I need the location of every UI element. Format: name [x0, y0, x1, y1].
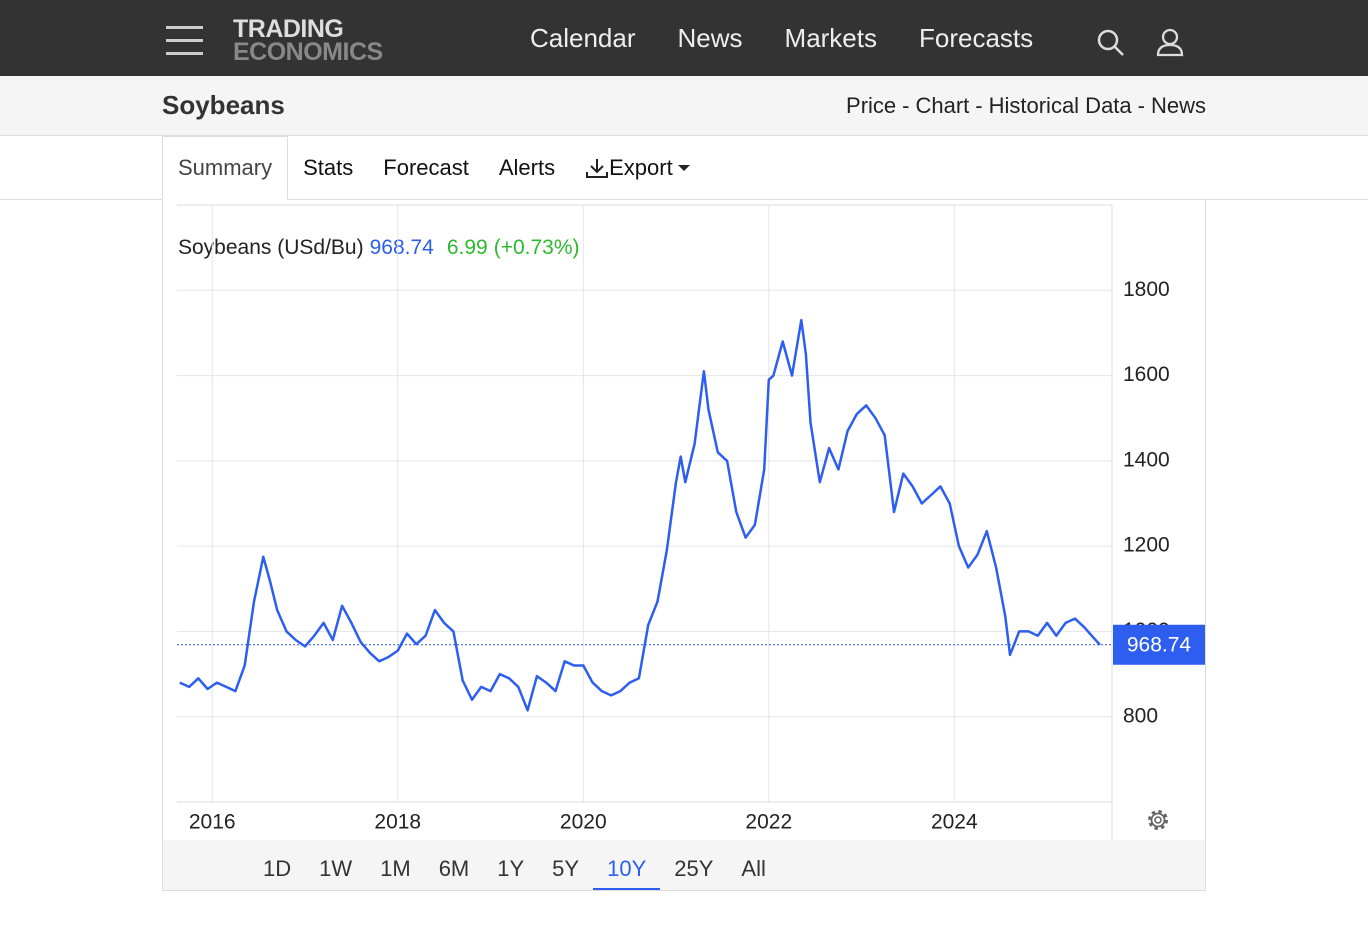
gear-hole: [1154, 816, 1162, 824]
tab[interactable]: Export: [570, 136, 706, 200]
separator: -: [975, 93, 983, 118]
top-nav: [0, 0, 1368, 76]
y-tick-label: 1800: [1123, 278, 1170, 301]
logo[interactable]: TRADING ECONOMICS: [233, 15, 383, 66]
gear-teeth: [1148, 810, 1168, 830]
last-value-label: 968.74: [1127, 633, 1192, 656]
header-link[interactable]: Historical Data: [988, 93, 1132, 118]
x-tick-label: 2018: [374, 811, 421, 834]
menu-icon[interactable]: [166, 26, 204, 56]
nav-links: Calendar News Markets Forecasts: [509, 0, 1054, 76]
dropdown-caret: [677, 165, 690, 171]
tab[interactable]: Summary: [162, 136, 289, 200]
legend-change-percent: (+0.73%): [494, 236, 580, 259]
separator: -: [902, 93, 910, 118]
range-button[interactable]: 5Y: [552, 856, 580, 881]
user-body: [1156, 43, 1184, 57]
export-icon: [586, 159, 609, 178]
legend: Soybeans (USd/Bu) 968.74 6.99 (+0.73%): [178, 236, 580, 259]
range-button[interactable]: 1M: [380, 856, 411, 881]
search-handle: [1113, 45, 1124, 56]
caret: [677, 165, 690, 171]
range-button[interactable]: 1D: [263, 856, 292, 881]
nav-link[interactable]: Forecasts: [919, 22, 1034, 53]
x-tick-label: 2022: [745, 811, 792, 834]
logo-line: TRADING: [233, 15, 344, 43]
menu-bar: [166, 26, 203, 29]
nav-link[interactable]: Markets: [784, 22, 877, 53]
settings-icon[interactable]: [1148, 810, 1168, 830]
header-link[interactable]: News: [1150, 93, 1206, 118]
x-tick-label: 2020: [560, 811, 607, 834]
tab[interactable]: Alerts: [484, 136, 570, 200]
y-tick-label: 1400: [1123, 448, 1170, 471]
menu-bar: [166, 39, 203, 42]
y-tick-label: 1200: [1123, 534, 1170, 557]
sub-header: [0, 76, 1368, 136]
x-tick-label: 2016: [189, 811, 236, 834]
nav-link[interactable]: News: [677, 22, 743, 53]
legend-name: Soybeans (USd/Bu): [178, 236, 364, 259]
separator: -: [1137, 93, 1145, 118]
x-tick-label: 2024: [931, 811, 978, 834]
header-link[interactable]: Price: [846, 93, 897, 118]
nav-link[interactable]: Calendar: [530, 22, 636, 53]
tab[interactable]: Forecast: [368, 136, 484, 200]
logo-line: ECONOMICS: [233, 38, 383, 66]
search-icon[interactable]: [1096, 28, 1126, 58]
gear-ring: [1150, 812, 1166, 828]
tab[interactable]: Stats: [288, 136, 368, 200]
tab-label: Stats: [303, 155, 354, 180]
menu-bar: [166, 52, 203, 55]
tab-label: Forecast: [383, 155, 469, 180]
range-button[interactable]: 1Y: [497, 856, 525, 881]
price-line: [179, 318, 1101, 712]
download-glyph: [586, 159, 609, 178]
range-button[interactable]: 6M: [438, 856, 470, 881]
y-tick-label: 1600: [1123, 363, 1170, 386]
range-button[interactable]: 10Y: [593, 840, 661, 890]
legend-value: 968.74: [370, 236, 435, 259]
tab-label: Alerts: [498, 155, 556, 180]
chart: Soybeans (USd/Bu) 968.74 6.99 (+0.73%) 800 1…: [177, 204, 1205, 840]
legend-change: 6.99: [447, 236, 488, 259]
range-button[interactable]: 1W: [319, 856, 353, 881]
header-link[interactable]: Chart: [915, 93, 970, 118]
chart-box: [162, 200, 1206, 891]
range-selector: 1D 1W 1M 6M 1Y 5Y 10Y 25Y All: [163, 840, 1205, 890]
tab-label: Summary: [178, 155, 273, 180]
range-button[interactable]: All: [741, 856, 766, 881]
range-button[interactable]: 25Y: [674, 856, 714, 881]
page-title: Soybeans: [162, 90, 285, 120]
header-links: Price - Chart - Historical Data - News: [846, 93, 1206, 119]
search-glass: [1097, 29, 1119, 51]
tab-bar: [0, 136, 1368, 200]
tab-label: Export: [609, 155, 673, 180]
user-icon[interactable]: [1156, 28, 1186, 58]
y-tick-label: 800: [1123, 704, 1158, 727]
last-value-badge: [1113, 624, 1205, 665]
user-head: [1161, 28, 1179, 46]
tabs: Summary Stats Forecast Alerts Export: [162, 136, 706, 200]
